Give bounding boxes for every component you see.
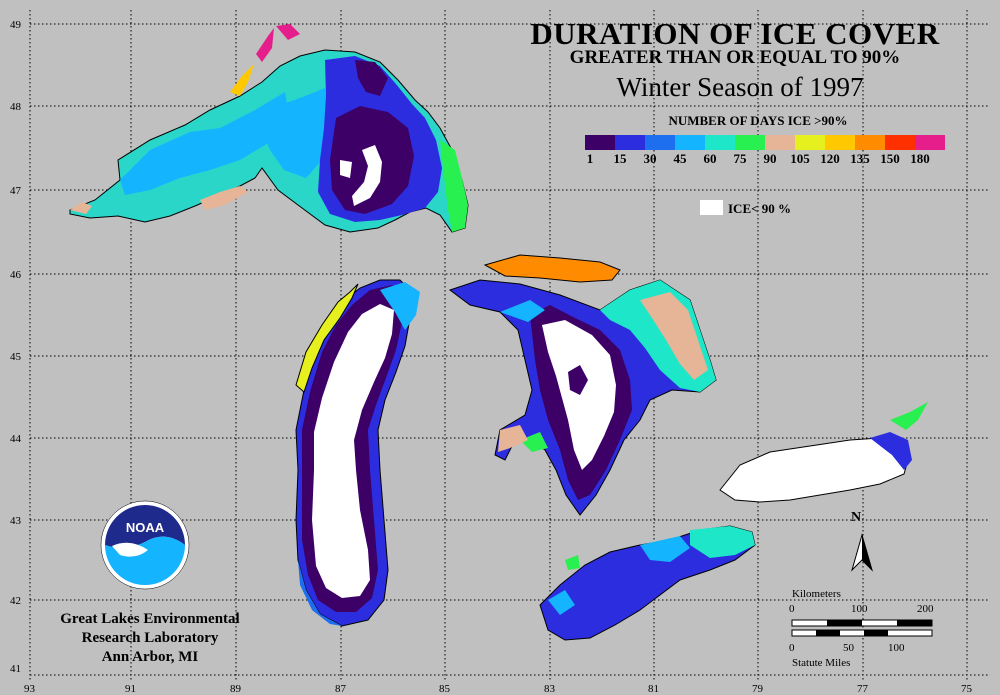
lat-label: 49 [10,19,22,31]
org-line-2: Research Laboratory [81,630,219,646]
legend-swatch [735,135,765,150]
lon-label: 77 [857,683,869,695]
legend-tick-label: 105 [790,151,810,166]
org-line-1: Great Lakes Environmental [60,611,240,627]
legend-tick-label: 75 [733,151,747,166]
legend-tick-label: 150 [880,151,900,166]
lat-label: 42 [10,595,21,607]
legend-ticks: 1 15 30 45 60 75 90 105 120 135 150 180 [580,151,940,167]
legend-tick-label: 180 [910,151,930,166]
legend-tick-label: 90 [763,151,777,166]
legend-swatch [885,135,915,150]
lat-label: 43 [10,515,22,527]
lon-label: 91 [125,683,136,695]
legend-tick-label: 15 [613,151,627,166]
legend-swatches [585,135,945,150]
noaa-logo: NOAA [100,500,190,590]
lat-label: 47 [10,185,22,197]
org-line-3: Ann Arbor, MI [101,649,199,665]
season-title: Winter Season of 1997 [616,72,864,102]
lon-label: 75 [961,683,973,695]
mi-tick: 50 [843,642,854,654]
legend-swatch [675,135,705,150]
north-label: N [851,510,862,525]
noaa-logo-text: NOAA [126,520,165,535]
legend-swatch [915,135,945,150]
north-arrow-icon [850,533,874,572]
lon-label: 93 [24,683,36,695]
km-tick: 200 [917,603,934,615]
map-title: DURATION OF ICE COVER [530,16,940,51]
north-channel [483,254,621,283]
mi-tick: 0 [789,642,795,654]
km-tick: 0 [789,603,795,615]
lon-label: 81 [648,683,659,695]
lon-label: 85 [439,683,451,695]
legend-swatch [825,135,855,150]
lon-label: 83 [544,683,556,695]
longitude-labels: 93 91 89 87 85 83 81 79 77 75 [24,683,973,695]
scale-bars [791,619,933,637]
lat-label: 45 [10,351,22,363]
legend-tick-label: 1 [586,151,594,166]
lon-label: 87 [335,683,347,695]
km-tick: 100 [851,603,868,615]
legend-swatch [705,135,735,150]
mi-label: Statute Miles [792,657,851,669]
legend-swatch [855,135,885,150]
km-label: Kilometers [792,588,841,600]
lat-label: 41 [10,663,21,675]
legend-tick-label: 135 [850,151,870,166]
legend-tick-label: 60 [703,151,717,166]
lat-label: 44 [10,433,22,445]
legend-title: NUMBER OF DAYS ICE >90% [668,113,848,128]
ice-legend-swatch [700,200,723,215]
organization-block: Great Lakes Environmental Research Labor… [20,610,280,667]
legend-swatch [645,135,675,150]
mi-tick: 100 [888,642,905,654]
map-subtitle: GREATER THAN OR EQUAL TO 90% [569,47,901,68]
legend-swatch [795,135,825,150]
lat-label: 46 [10,269,22,281]
lake-huron [448,279,717,516]
lake-ontario [719,402,928,503]
latitude-labels: 49 48 47 46 45 44 43 42 41 [10,19,22,675]
ice-legend-label: ICE< 90 % [728,201,792,216]
legend-swatch [615,135,645,150]
legend-tick-label: 120 [820,151,840,166]
legend-swatch [585,135,615,150]
lake-michigan [295,279,420,627]
lake-superior [69,24,469,233]
lat-label: 48 [10,101,22,113]
lon-label: 79 [752,683,764,695]
graticule [29,10,990,680]
legend-tick-label: 30 [643,151,657,166]
legend-swatch [765,135,795,150]
lon-label: 89 [230,683,242,695]
legend-tick-label: 45 [673,151,687,166]
lake-erie [539,525,756,641]
